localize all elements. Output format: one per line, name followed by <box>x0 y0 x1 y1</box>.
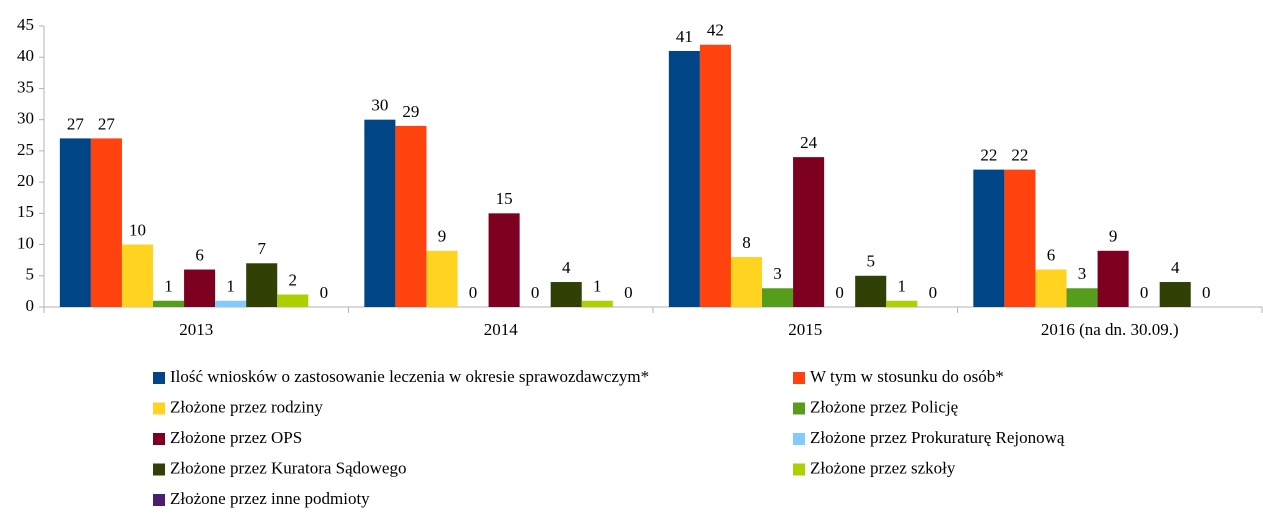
data-label: 27 <box>67 114 85 133</box>
bar <box>364 119 396 308</box>
bar <box>90 138 122 307</box>
data-label: 6 <box>195 245 204 264</box>
data-label: 42 <box>707 21 724 40</box>
bar <box>855 275 887 307</box>
legend-swatch <box>793 463 805 476</box>
bar <box>886 300 918 307</box>
data-label: 3 <box>1078 264 1087 283</box>
bar <box>730 257 763 307</box>
data-label: 9 <box>1109 227 1118 246</box>
y-tick-label: 35 <box>17 77 34 96</box>
data-label: 1 <box>898 277 907 296</box>
bar <box>215 300 247 307</box>
data-label: 4 <box>562 258 571 277</box>
data-label: 24 <box>800 133 818 152</box>
data-label: 1 <box>226 277 235 296</box>
data-label: 30 <box>371 96 388 115</box>
bar <box>277 294 309 307</box>
y-tick-label: 40 <box>17 46 34 65</box>
data-label: 22 <box>980 146 997 165</box>
bar <box>550 282 582 307</box>
legend-swatch <box>793 402 805 415</box>
data-label: 22 <box>1011 146 1028 165</box>
data-label: 0 <box>531 283 540 302</box>
y-tick-label: 15 <box>17 202 34 221</box>
bar <box>153 300 185 307</box>
legend-swatch <box>153 402 165 415</box>
data-label: 10 <box>129 220 146 239</box>
data-label: 0 <box>929 283 938 302</box>
data-label: 0 <box>624 283 633 302</box>
legend-swatch <box>153 433 165 445</box>
data-label: 9 <box>438 227 447 246</box>
data-label: 5 <box>866 252 875 271</box>
bar <box>668 50 700 307</box>
bar <box>1159 282 1191 307</box>
legend-label: W tym w stosunku do osób* <box>810 367 1004 386</box>
data-label: 15 <box>496 189 513 208</box>
x-tick-label: 2013 <box>179 320 213 339</box>
legend-label: Złożone przez Prokuraturę Rejonową <box>810 428 1065 447</box>
y-tick-label: 20 <box>17 171 34 190</box>
bar <box>1004 169 1036 307</box>
data-label: 0 <box>1140 283 1149 302</box>
legend-label: Ilość wniosków o zastosowanie leczenia w… <box>170 367 649 386</box>
data-label: 0 <box>1202 283 1211 302</box>
bar <box>426 250 458 307</box>
data-label: 1 <box>593 277 602 296</box>
data-label: 41 <box>676 27 693 46</box>
legend-label: Złożone przez rodziny <box>170 397 323 416</box>
x-tick-label: 2016 (na dn. 30.09.) <box>1041 320 1179 339</box>
data-label: 6 <box>1047 245 1056 264</box>
legend-swatch <box>793 372 805 384</box>
bar <box>762 288 794 307</box>
legend-label: Złożone przez Policję <box>810 397 958 416</box>
x-tick-label: 2015 <box>788 320 822 339</box>
data-label: 8 <box>742 233 751 252</box>
bar <box>395 125 427 308</box>
y-tick-label: 10 <box>17 233 34 252</box>
y-tick-label: 25 <box>17 140 34 159</box>
y-tick-label: 0 <box>26 296 35 315</box>
bar <box>246 263 278 307</box>
bar <box>121 244 154 307</box>
data-label: 2 <box>289 270 298 289</box>
legend-swatch <box>153 372 165 384</box>
data-label: 4 <box>1171 258 1180 277</box>
bar <box>1035 269 1067 307</box>
data-label: 3 <box>773 264 782 283</box>
bar <box>1066 288 1098 307</box>
legend-label: Złożone przez inne podmioty <box>170 489 370 508</box>
bar <box>488 213 520 307</box>
y-tick-label: 30 <box>17 109 34 128</box>
legend-swatch <box>793 433 805 445</box>
data-label: 29 <box>402 102 419 121</box>
legend-label: Złożone przez szkoły <box>810 458 956 477</box>
bar <box>581 300 613 307</box>
legend-label: Złożone przez Kuratora Sądowego <box>170 458 406 477</box>
bar <box>1097 250 1129 307</box>
y-tick-label: 45 <box>17 15 34 34</box>
x-tick-label: 2014 <box>484 320 519 339</box>
data-label: 27 <box>98 114 116 133</box>
data-label: 0 <box>469 283 478 302</box>
bar <box>793 157 825 307</box>
bar <box>973 169 1005 307</box>
y-tick-label: 5 <box>26 265 35 284</box>
bar <box>59 138 91 307</box>
data-label: 0 <box>835 283 844 302</box>
data-label: 1 <box>164 277 173 296</box>
data-label: 0 <box>320 283 329 302</box>
data-label: 7 <box>257 239 266 258</box>
legend-swatch <box>153 494 165 506</box>
legend-swatch <box>153 463 165 476</box>
legend-label: Złożone przez OPS <box>170 428 302 447</box>
bar <box>184 269 216 307</box>
bar <box>699 44 731 307</box>
